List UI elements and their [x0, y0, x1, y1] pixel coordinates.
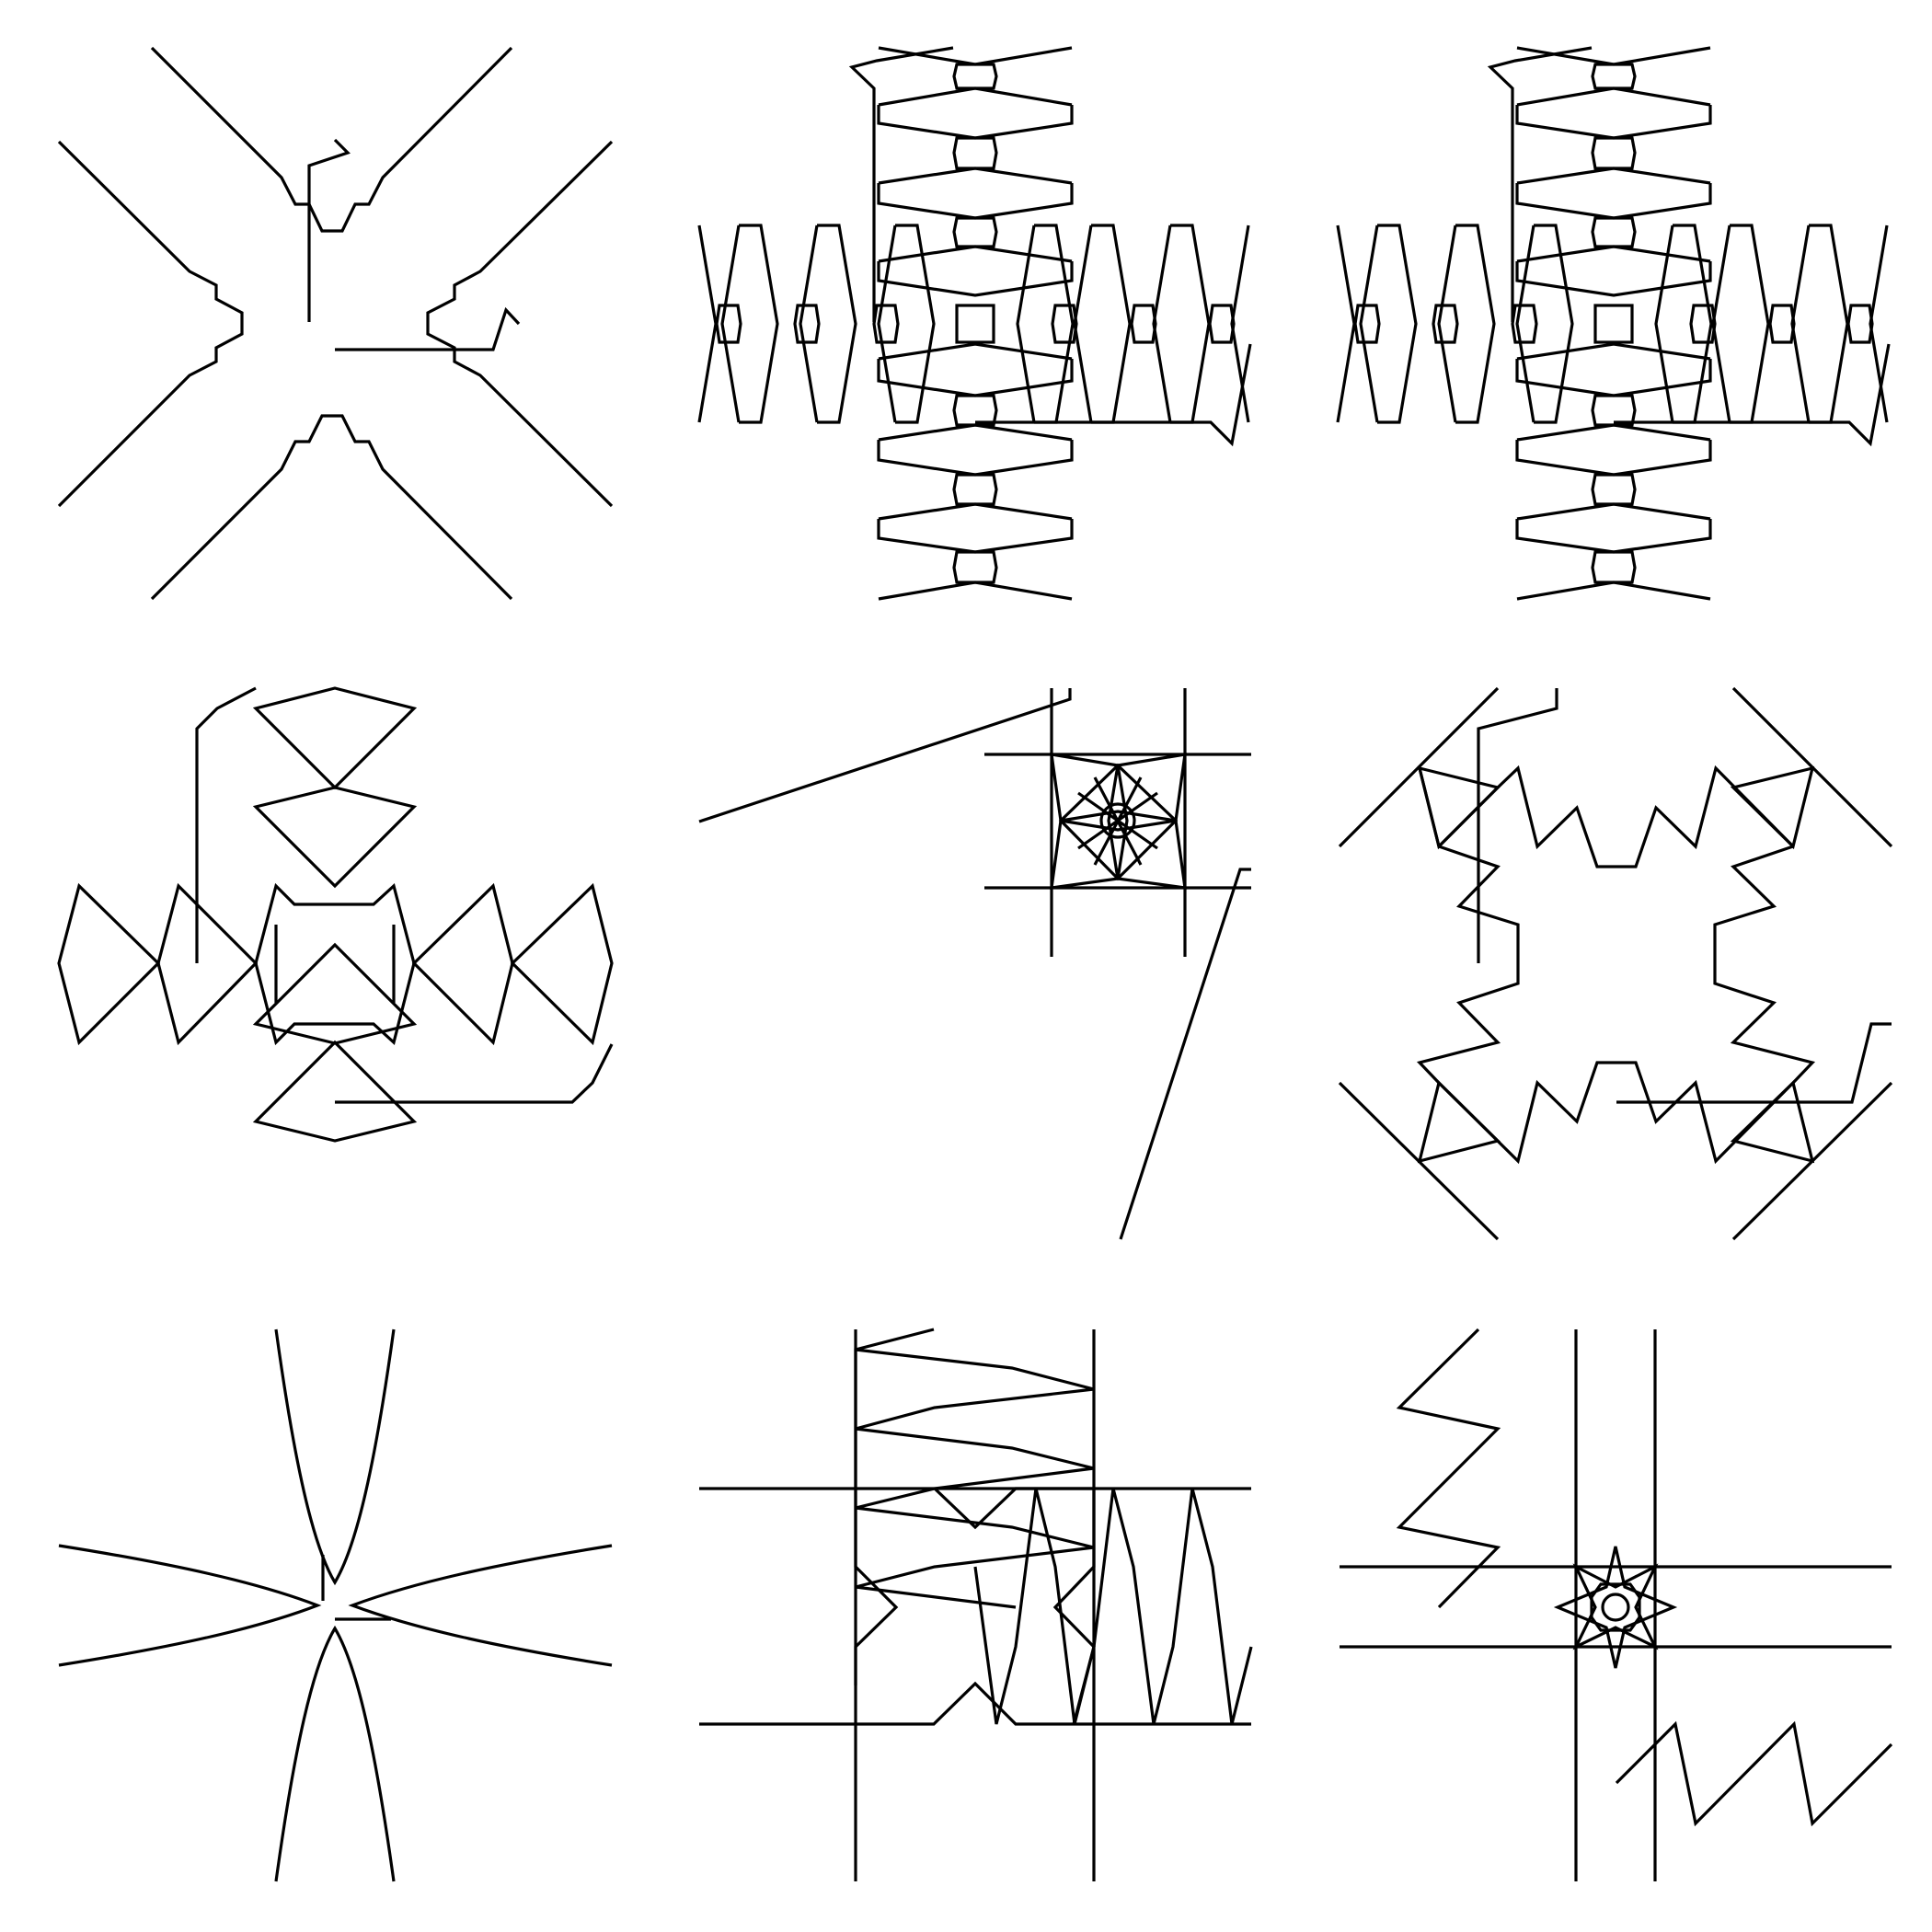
panel-chain-cross-pattern	[697, 46, 1252, 601]
panel-chain-cross-pattern-duplicate	[1336, 46, 1891, 601]
panel-zigzag-frame-pattern	[1338, 686, 1893, 1241]
panel-star-inside-grid-square	[698, 688, 1251, 1240]
panel-star-octagon-with-zigzags	[1340, 1328, 1893, 1881]
panel-curved-petal-cross	[58, 1328, 613, 1882]
panel-bowtie-cross-pattern	[57, 686, 614, 1143]
panel-grid-with-zigzags	[699, 1328, 1253, 1881]
panel-diagonal-arms-with-notches	[57, 46, 614, 601]
